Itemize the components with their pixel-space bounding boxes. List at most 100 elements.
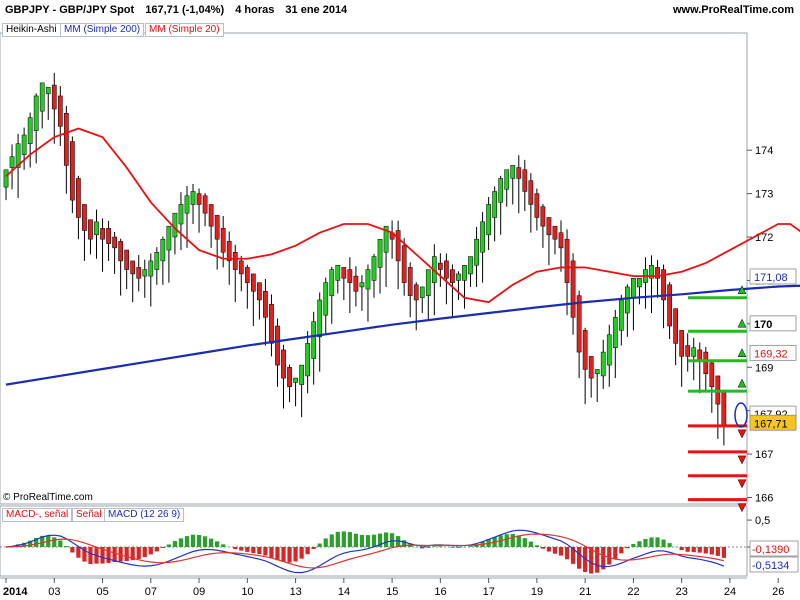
macd-histogram-bar <box>70 547 75 553</box>
macd-histogram-bar <box>468 546 473 547</box>
macd-histogram-bar <box>178 538 184 547</box>
candle-body <box>691 347 697 357</box>
macd-histogram-bar <box>655 537 660 547</box>
macd-histogram-bar <box>540 547 546 549</box>
macd-histogram-bar <box>474 544 479 547</box>
candle-body <box>100 228 105 240</box>
price-label-text: 171,08 <box>754 272 788 284</box>
macd-histogram-bar <box>28 540 33 547</box>
candle-body <box>311 321 317 359</box>
candle-body <box>377 238 383 268</box>
candle-body <box>329 269 335 296</box>
candle-body <box>3 169 9 188</box>
candle-body <box>510 165 516 179</box>
candle-body <box>359 282 365 288</box>
candle-body <box>196 193 202 205</box>
candle-body <box>667 284 672 327</box>
macd-histogram-bar <box>52 537 57 547</box>
macd-histogram-bar <box>607 547 612 565</box>
macd-histogram-bar <box>576 547 582 569</box>
candle-body <box>190 191 196 205</box>
x-tick-label: 26 <box>772 586 784 598</box>
down-arrow-icon <box>737 503 747 513</box>
macd-histogram-bar <box>323 538 328 547</box>
candle-body <box>51 84 57 110</box>
candle-body <box>166 225 172 251</box>
macd-histogram-bar <box>106 547 111 563</box>
x-tick-label: 24 <box>724 586 736 598</box>
candle-body <box>154 251 160 270</box>
candle-body <box>148 260 154 277</box>
candle-body <box>516 167 522 179</box>
candle-body <box>606 334 612 366</box>
candle-body <box>39 82 45 112</box>
price-label-text: 169,32 <box>754 348 788 360</box>
macd-histogram-bar <box>34 538 39 547</box>
candle-body <box>317 299 323 338</box>
candle-body <box>323 282 329 316</box>
candle-body <box>94 221 99 236</box>
macd-histogram-bar <box>432 546 437 547</box>
candle-body <box>130 260 136 275</box>
candle-body <box>299 364 304 385</box>
date-label: 31 ene 2014 <box>285 4 348 16</box>
price-label-box <box>749 315 797 332</box>
candle-body <box>142 269 148 277</box>
macd-histogram-bar <box>426 547 431 548</box>
macd-histogram-bar <box>510 533 515 547</box>
macd-tick-label: 0,5 <box>755 515 770 527</box>
macd-histogram-bar <box>359 534 365 547</box>
macd-histogram-bar <box>637 541 642 547</box>
price-label-box <box>749 344 797 361</box>
up-arrow-icon <box>737 378 747 388</box>
candle-body <box>522 169 528 192</box>
candle-body <box>528 180 534 205</box>
candle-body <box>576 295 582 353</box>
macd-value-text: -0,1390 <box>752 544 789 556</box>
candle-body <box>504 169 510 190</box>
website-link[interactable]: www.ProRealTime.com <box>672 4 794 16</box>
candle-body <box>293 377 298 383</box>
candle-body <box>45 87 51 95</box>
macd-histogram-bar <box>697 547 702 553</box>
candle-body <box>184 195 190 214</box>
macd-histogram-bar <box>396 536 401 547</box>
x-tick-label: 22 <box>627 586 639 598</box>
candle-body <box>582 330 588 370</box>
macd-histogram-bar <box>709 547 714 555</box>
macd-histogram-bar <box>184 536 190 547</box>
x-tick-label: 07 <box>145 586 157 598</box>
macd-histogram-bar <box>685 547 690 552</box>
candle-body <box>419 286 425 299</box>
macd-histogram-bar <box>625 547 630 549</box>
candle-body <box>70 141 75 201</box>
candle-body <box>178 204 184 225</box>
candle-body <box>15 143 21 168</box>
macd-histogram-bar <box>190 534 196 547</box>
candle-body <box>570 260 576 318</box>
candle-body <box>594 369 600 375</box>
macd-histogram-bar <box>546 547 552 552</box>
macd-histogram <box>9 531 726 574</box>
candle-body <box>76 178 81 218</box>
macd-histogram-bar <box>293 547 298 562</box>
candle-body <box>21 134 27 155</box>
macd-histogram-bar <box>679 547 684 551</box>
macd-histogram-bar <box>371 534 377 547</box>
price-label-text: 170 <box>754 319 772 331</box>
macd-histogram-bar <box>377 533 383 547</box>
macd-histogram-bar <box>341 531 346 547</box>
macd-histogram-bar <box>329 534 334 547</box>
candle-body <box>468 256 473 275</box>
macd-histogram-bar <box>402 540 407 547</box>
candle-body <box>383 225 389 253</box>
macd-line <box>5 529 725 574</box>
signal-line <box>6 533 725 569</box>
candle-body <box>444 260 449 279</box>
candle-body <box>172 212 178 238</box>
candle-body <box>679 330 685 357</box>
y-tick-label: 166 <box>755 492 773 504</box>
macd-histogram-bar <box>450 547 455 548</box>
macd-histogram-bar <box>124 547 129 562</box>
